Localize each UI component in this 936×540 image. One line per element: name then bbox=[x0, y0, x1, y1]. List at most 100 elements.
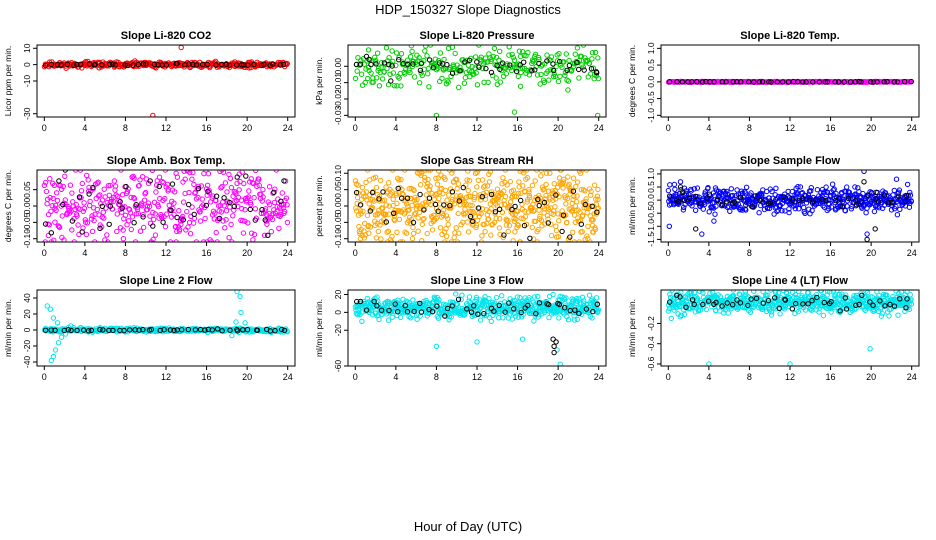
data-point-hourly bbox=[513, 68, 520, 75]
data-point-all bbox=[531, 294, 538, 300]
data-point-all bbox=[439, 75, 445, 82]
data-point-all bbox=[50, 315, 57, 321]
data-point-hourly bbox=[897, 296, 903, 302]
data-point-all bbox=[101, 215, 107, 221]
data-point-hourly bbox=[131, 220, 137, 226]
data-point-all bbox=[363, 189, 370, 195]
data-point-all bbox=[451, 201, 458, 207]
data-point-hourly bbox=[800, 195, 806, 202]
data-point-all bbox=[779, 208, 785, 214]
data-point-hourly bbox=[213, 62, 219, 68]
data-point-all bbox=[895, 312, 901, 318]
data-point-all bbox=[773, 306, 779, 312]
data-point-all bbox=[722, 307, 728, 313]
data-point-all bbox=[200, 202, 206, 208]
data-point-hourly bbox=[214, 326, 221, 332]
data-point-all bbox=[261, 232, 268, 239]
data-point-hourly bbox=[746, 79, 752, 85]
data-point-hourly bbox=[179, 327, 185, 333]
data-point-hourly bbox=[112, 62, 119, 68]
data-point-all bbox=[907, 292, 913, 298]
data-point-all bbox=[474, 82, 481, 88]
data-point-all bbox=[514, 66, 520, 72]
data-point-all bbox=[477, 194, 483, 200]
data-point-hourly bbox=[756, 79, 763, 85]
data-point-hourly bbox=[749, 204, 756, 210]
data-point-all bbox=[355, 307, 361, 313]
x-tick-label: 16 bbox=[513, 372, 523, 382]
data-point-all bbox=[441, 56, 447, 63]
data-point-all bbox=[372, 174, 379, 181]
data-point-hourly bbox=[700, 301, 706, 308]
data-point-all bbox=[712, 211, 718, 217]
panel-title: Slope Line 2 Flow bbox=[120, 275, 213, 287]
data-point-all bbox=[769, 188, 775, 195]
data-point-all bbox=[455, 181, 462, 187]
x-tick-label: 0 bbox=[666, 372, 671, 382]
data-point-all bbox=[548, 54, 555, 60]
y-tick-label: 0 bbox=[22, 62, 32, 67]
data-point-hourly bbox=[421, 207, 427, 213]
data-point-hourly bbox=[432, 201, 439, 208]
data-point-hourly bbox=[435, 208, 441, 214]
data-point-hourly bbox=[203, 202, 210, 209]
data-point-all bbox=[355, 182, 361, 188]
data-point-all bbox=[473, 294, 479, 300]
data-point-all bbox=[230, 193, 236, 199]
data-point-all bbox=[81, 200, 87, 206]
data-point-all bbox=[195, 183, 202, 190]
data-point-all bbox=[513, 313, 519, 319]
data-point-all bbox=[496, 225, 503, 231]
data-point-all bbox=[218, 185, 224, 191]
data-point-hourly bbox=[812, 197, 819, 203]
data-point-all bbox=[724, 188, 730, 195]
data-point-all bbox=[54, 190, 60, 196]
data-point-all bbox=[80, 208, 87, 215]
data-point-all bbox=[573, 183, 579, 190]
data-point-hourly bbox=[776, 305, 782, 311]
data-point-all bbox=[514, 222, 521, 228]
x-tick-label: 20 bbox=[866, 123, 876, 133]
data-point-all bbox=[46, 222, 52, 228]
data-point-all bbox=[442, 239, 448, 242]
data-point-all bbox=[406, 67, 412, 73]
data-point-all bbox=[796, 206, 802, 212]
data-point-hourly bbox=[509, 206, 515, 213]
data-point-all bbox=[266, 184, 273, 190]
y-tick-label: -20 bbox=[333, 324, 343, 337]
data-point-hourly bbox=[231, 203, 238, 210]
data-point-hourly bbox=[227, 199, 233, 206]
data-point-hourly bbox=[481, 311, 487, 317]
data-point-all bbox=[47, 306, 54, 312]
data-point-all bbox=[419, 238, 425, 242]
data-point-hourly bbox=[853, 302, 859, 308]
data-point-hourly bbox=[511, 306, 517, 312]
data-point-all bbox=[578, 170, 584, 176]
data-point-hourly bbox=[858, 199, 865, 205]
data-point-all bbox=[561, 176, 567, 183]
data-point-all bbox=[143, 189, 149, 196]
data-point-hourly bbox=[449, 70, 456, 77]
data-point-all bbox=[390, 70, 397, 76]
data-point-hourly bbox=[449, 303, 455, 309]
data-point-all bbox=[472, 213, 479, 220]
data-point-hourly bbox=[903, 305, 909, 311]
data-point-all bbox=[517, 239, 524, 242]
data-point-all bbox=[513, 216, 519, 222]
data-point-all bbox=[557, 293, 563, 299]
data-point-all bbox=[436, 195, 442, 202]
data-point-hourly bbox=[706, 191, 713, 197]
data-point-hourly bbox=[576, 66, 582, 73]
data-point-all bbox=[570, 175, 577, 181]
data-point-all bbox=[205, 182, 211, 189]
data-point-all bbox=[536, 312, 542, 318]
data-point-hourly bbox=[904, 193, 910, 199]
data-point-hourly bbox=[357, 61, 364, 67]
data-point-all bbox=[421, 215, 427, 222]
data-point-all bbox=[76, 231, 82, 238]
data-point-all bbox=[435, 175, 441, 181]
data-point-hourly bbox=[278, 198, 284, 205]
data-point-all bbox=[565, 78, 572, 84]
data-point-all bbox=[191, 181, 197, 188]
